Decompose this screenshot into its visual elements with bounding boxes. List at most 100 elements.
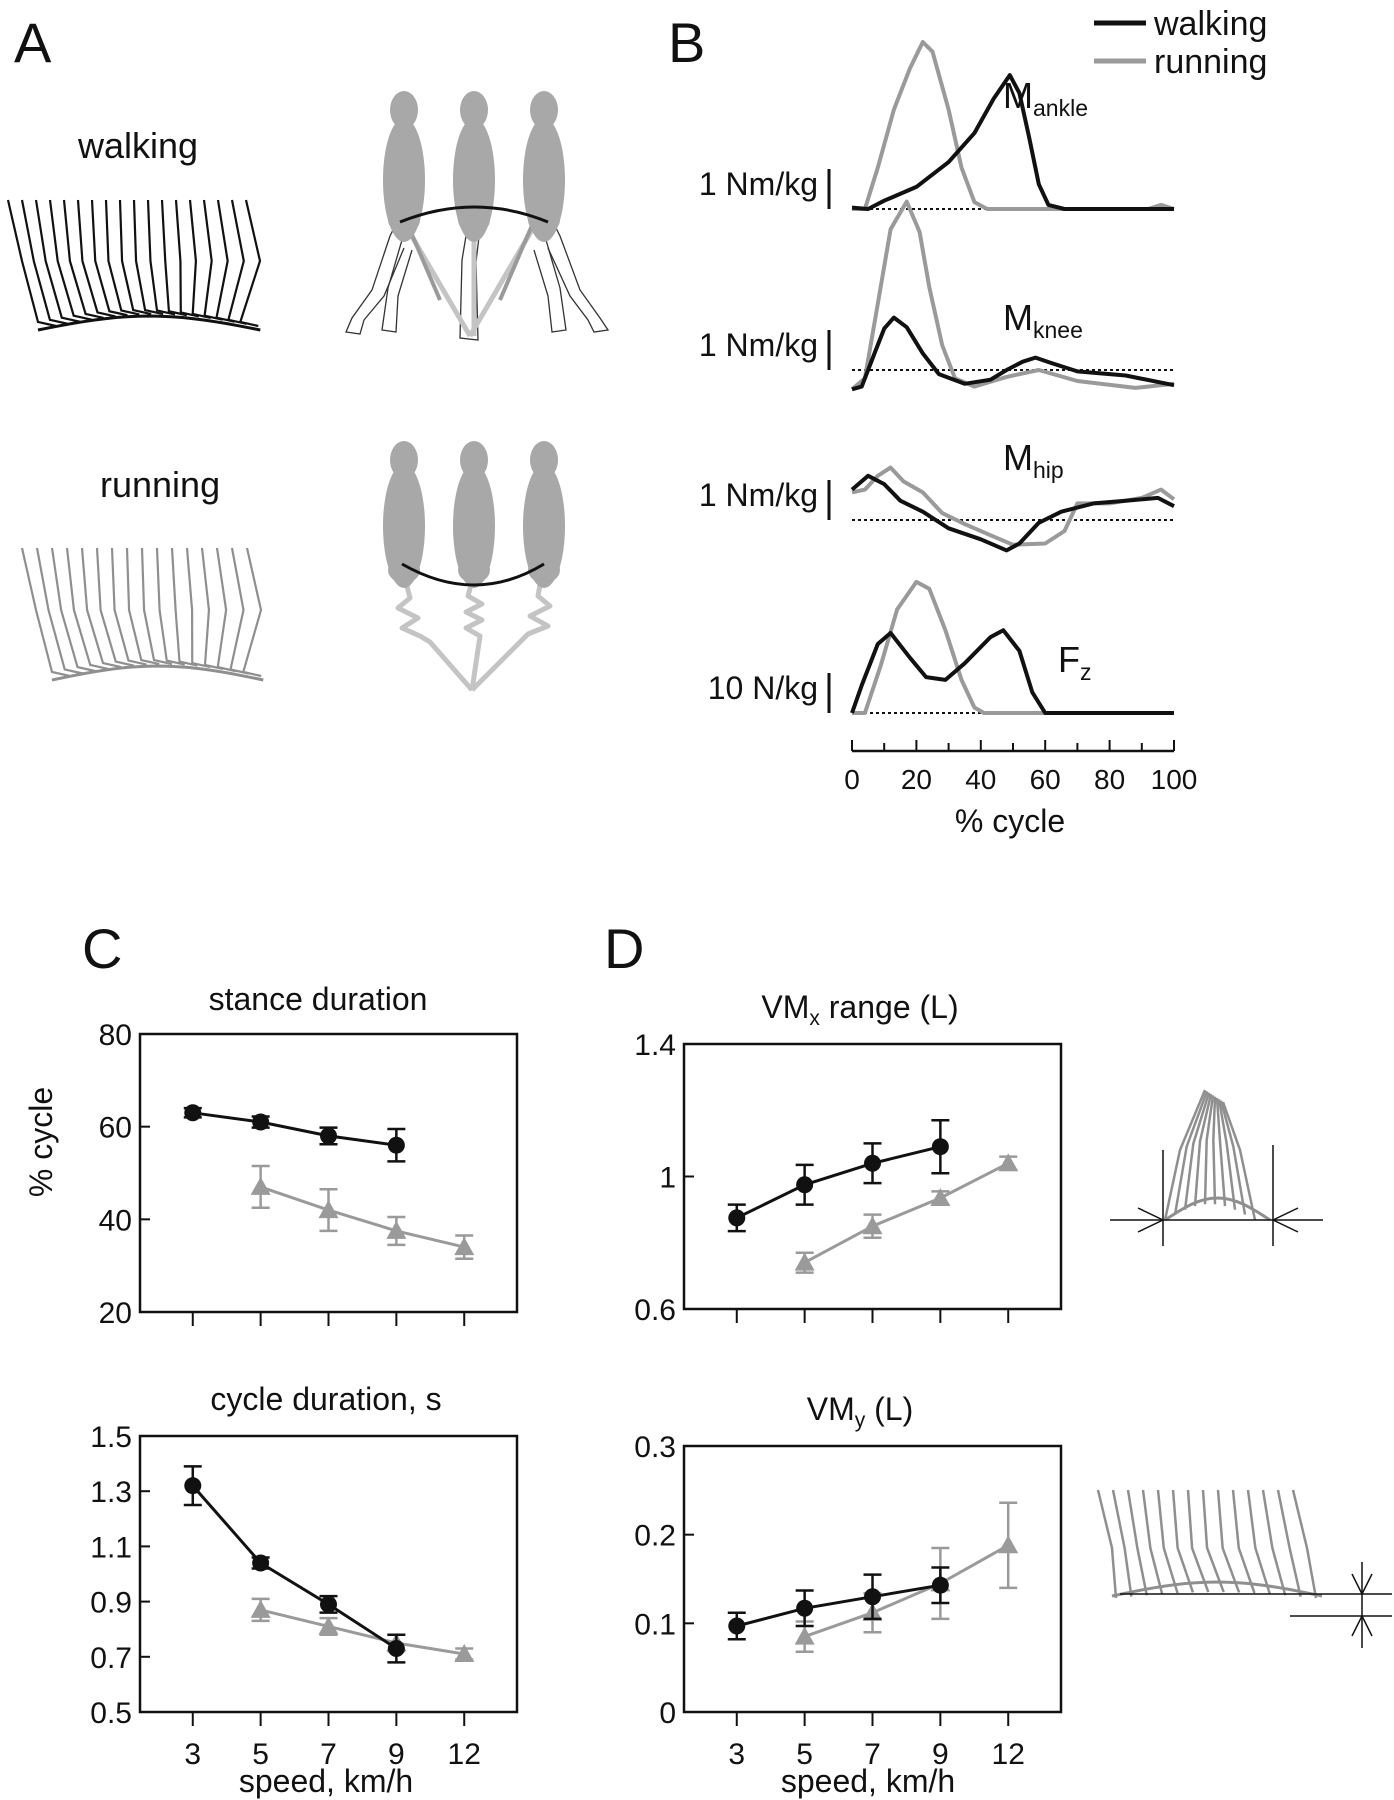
trace-label: Fz — [1058, 639, 1092, 685]
x-tick-label: 3 — [728, 1738, 745, 1771]
running-body-segments — [383, 441, 565, 588]
running-stick — [241, 547, 263, 678]
running-spring-legs — [395, 573, 553, 692]
x-tick-label: 3 — [184, 1738, 201, 1771]
walking-point — [252, 1554, 270, 1572]
y-tick-label: 0.9 — [90, 1587, 132, 1620]
running-stick — [95, 547, 134, 667]
walking-point — [864, 1154, 881, 1172]
walking-series-line — [736, 1145, 941, 1220]
panel-letter-b: B — [668, 11, 705, 74]
vmy-stick — [1231, 1489, 1256, 1594]
running-stick-figures — [20, 547, 264, 682]
vmx-title-rest: range (L) — [820, 989, 959, 1025]
vmy-title-rest: (L) — [865, 1391, 913, 1427]
walking-series-line — [736, 1583, 941, 1628]
x-tick-label: 40 — [965, 764, 996, 795]
running-point — [386, 1220, 407, 1239]
trace-label-main: M — [1003, 75, 1033, 116]
y-tick-label: 0.7 — [90, 1642, 132, 1675]
running-point — [998, 1535, 1019, 1554]
plot-frame — [138, 1032, 519, 1314]
panel-d-x-axis-label: speed, km/h — [781, 1763, 955, 1799]
vmx-stick — [1219, 1100, 1247, 1215]
vmy-stick — [1261, 1489, 1287, 1596]
walking-point — [728, 1209, 746, 1227]
walking-trace — [850, 628, 1174, 715]
walking-head — [530, 91, 558, 129]
vmx-stick — [1193, 1093, 1213, 1207]
x-tick-label: 20 — [901, 764, 932, 795]
running-series-line — [803, 1161, 1009, 1264]
vmy-stick — [1141, 1489, 1164, 1595]
running-point — [250, 1176, 271, 1195]
running-toe-path — [51, 664, 264, 682]
y-tick-label: 0 — [659, 1697, 676, 1730]
running-trunk — [523, 464, 565, 588]
walking-stick — [6, 199, 57, 328]
trace-label-sub: knee — [1033, 317, 1083, 343]
running-stick — [155, 547, 185, 666]
vmy-stick — [1096, 1489, 1118, 1599]
running-series-line — [260, 1185, 465, 1249]
trace-scale-label: 1 Nm/kg — [699, 327, 818, 363]
y-tick-label: 40 — [99, 1204, 132, 1237]
panel-b-x-axis: 0 20 40 60 80 100 — [844, 740, 1197, 795]
vmy-stick — [1171, 1489, 1195, 1593]
walking-trace — [850, 473, 1175, 553]
walking-pendulum-diagram — [345, 91, 610, 341]
walking-stick — [238, 199, 262, 328]
running-stick — [35, 547, 83, 675]
running-trace — [850, 199, 1175, 391]
running-point — [454, 1644, 475, 1663]
walking-stick — [34, 199, 81, 323]
walking-point — [184, 1477, 202, 1495]
walking-stick — [227, 199, 247, 325]
stance-duration-title: stance duration — [209, 981, 428, 1017]
vmy-stick — [1291, 1489, 1318, 1599]
trace-label-sub: hip — [1033, 457, 1064, 483]
running-stick — [170, 547, 198, 667]
y-tick-label: 1.5 — [90, 1421, 132, 1454]
walking-point — [796, 1176, 814, 1194]
running-series-line — [260, 1608, 465, 1656]
vmy-stick — [1201, 1489, 1225, 1593]
vmy-stick — [1111, 1489, 1133, 1597]
walking-stick — [62, 199, 104, 319]
running-stick — [20, 547, 71, 678]
running-stick — [200, 547, 224, 671]
trace-label-main: M — [1003, 297, 1033, 338]
running-hip — [388, 557, 420, 583]
y-tick-label: 0.3 — [634, 1431, 676, 1464]
vmy-stick — [1186, 1489, 1210, 1593]
vmy-chart: 0.3 0.2 0.1 0 3 5 7 9 12 — [634, 1431, 1063, 1771]
walking-stick — [202, 199, 223, 321]
walking-body-segments — [383, 91, 565, 242]
vmx-range-chart: 1.4 1 0.6 — [634, 1029, 1063, 1327]
trace-scale-label: 10 N/kg — [708, 670, 818, 706]
walking-point — [796, 1599, 814, 1617]
y-tick-label: 0.2 — [634, 1520, 676, 1553]
walking-trace — [851, 315, 1175, 392]
walking-point — [387, 1640, 405, 1658]
running-stick — [140, 547, 173, 666]
running-hip — [528, 557, 560, 583]
x-tick-label: 80 — [1094, 764, 1125, 795]
panel-b-legend: walking running — [1094, 5, 1267, 81]
running-stick — [185, 547, 211, 669]
running-stick — [50, 547, 96, 673]
walking-label: walking — [77, 125, 198, 166]
vmy-stick — [1276, 1489, 1302, 1597]
running-trace — [852, 40, 1175, 211]
vmx-stick — [1203, 1095, 1215, 1205]
vmy-stick — [1216, 1489, 1241, 1593]
vmy-stick — [1246, 1489, 1272, 1595]
vmy-stick — [1156, 1489, 1179, 1594]
vmy-title-main: VM — [807, 1391, 855, 1427]
running-spring-diagram — [383, 441, 565, 692]
trace-label: Mhip — [1003, 437, 1064, 483]
panel-letter-a: A — [14, 11, 52, 74]
vmx-foot-trajectory-illustration — [1110, 1089, 1323, 1246]
y-tick-label: 1.1 — [90, 1531, 132, 1564]
